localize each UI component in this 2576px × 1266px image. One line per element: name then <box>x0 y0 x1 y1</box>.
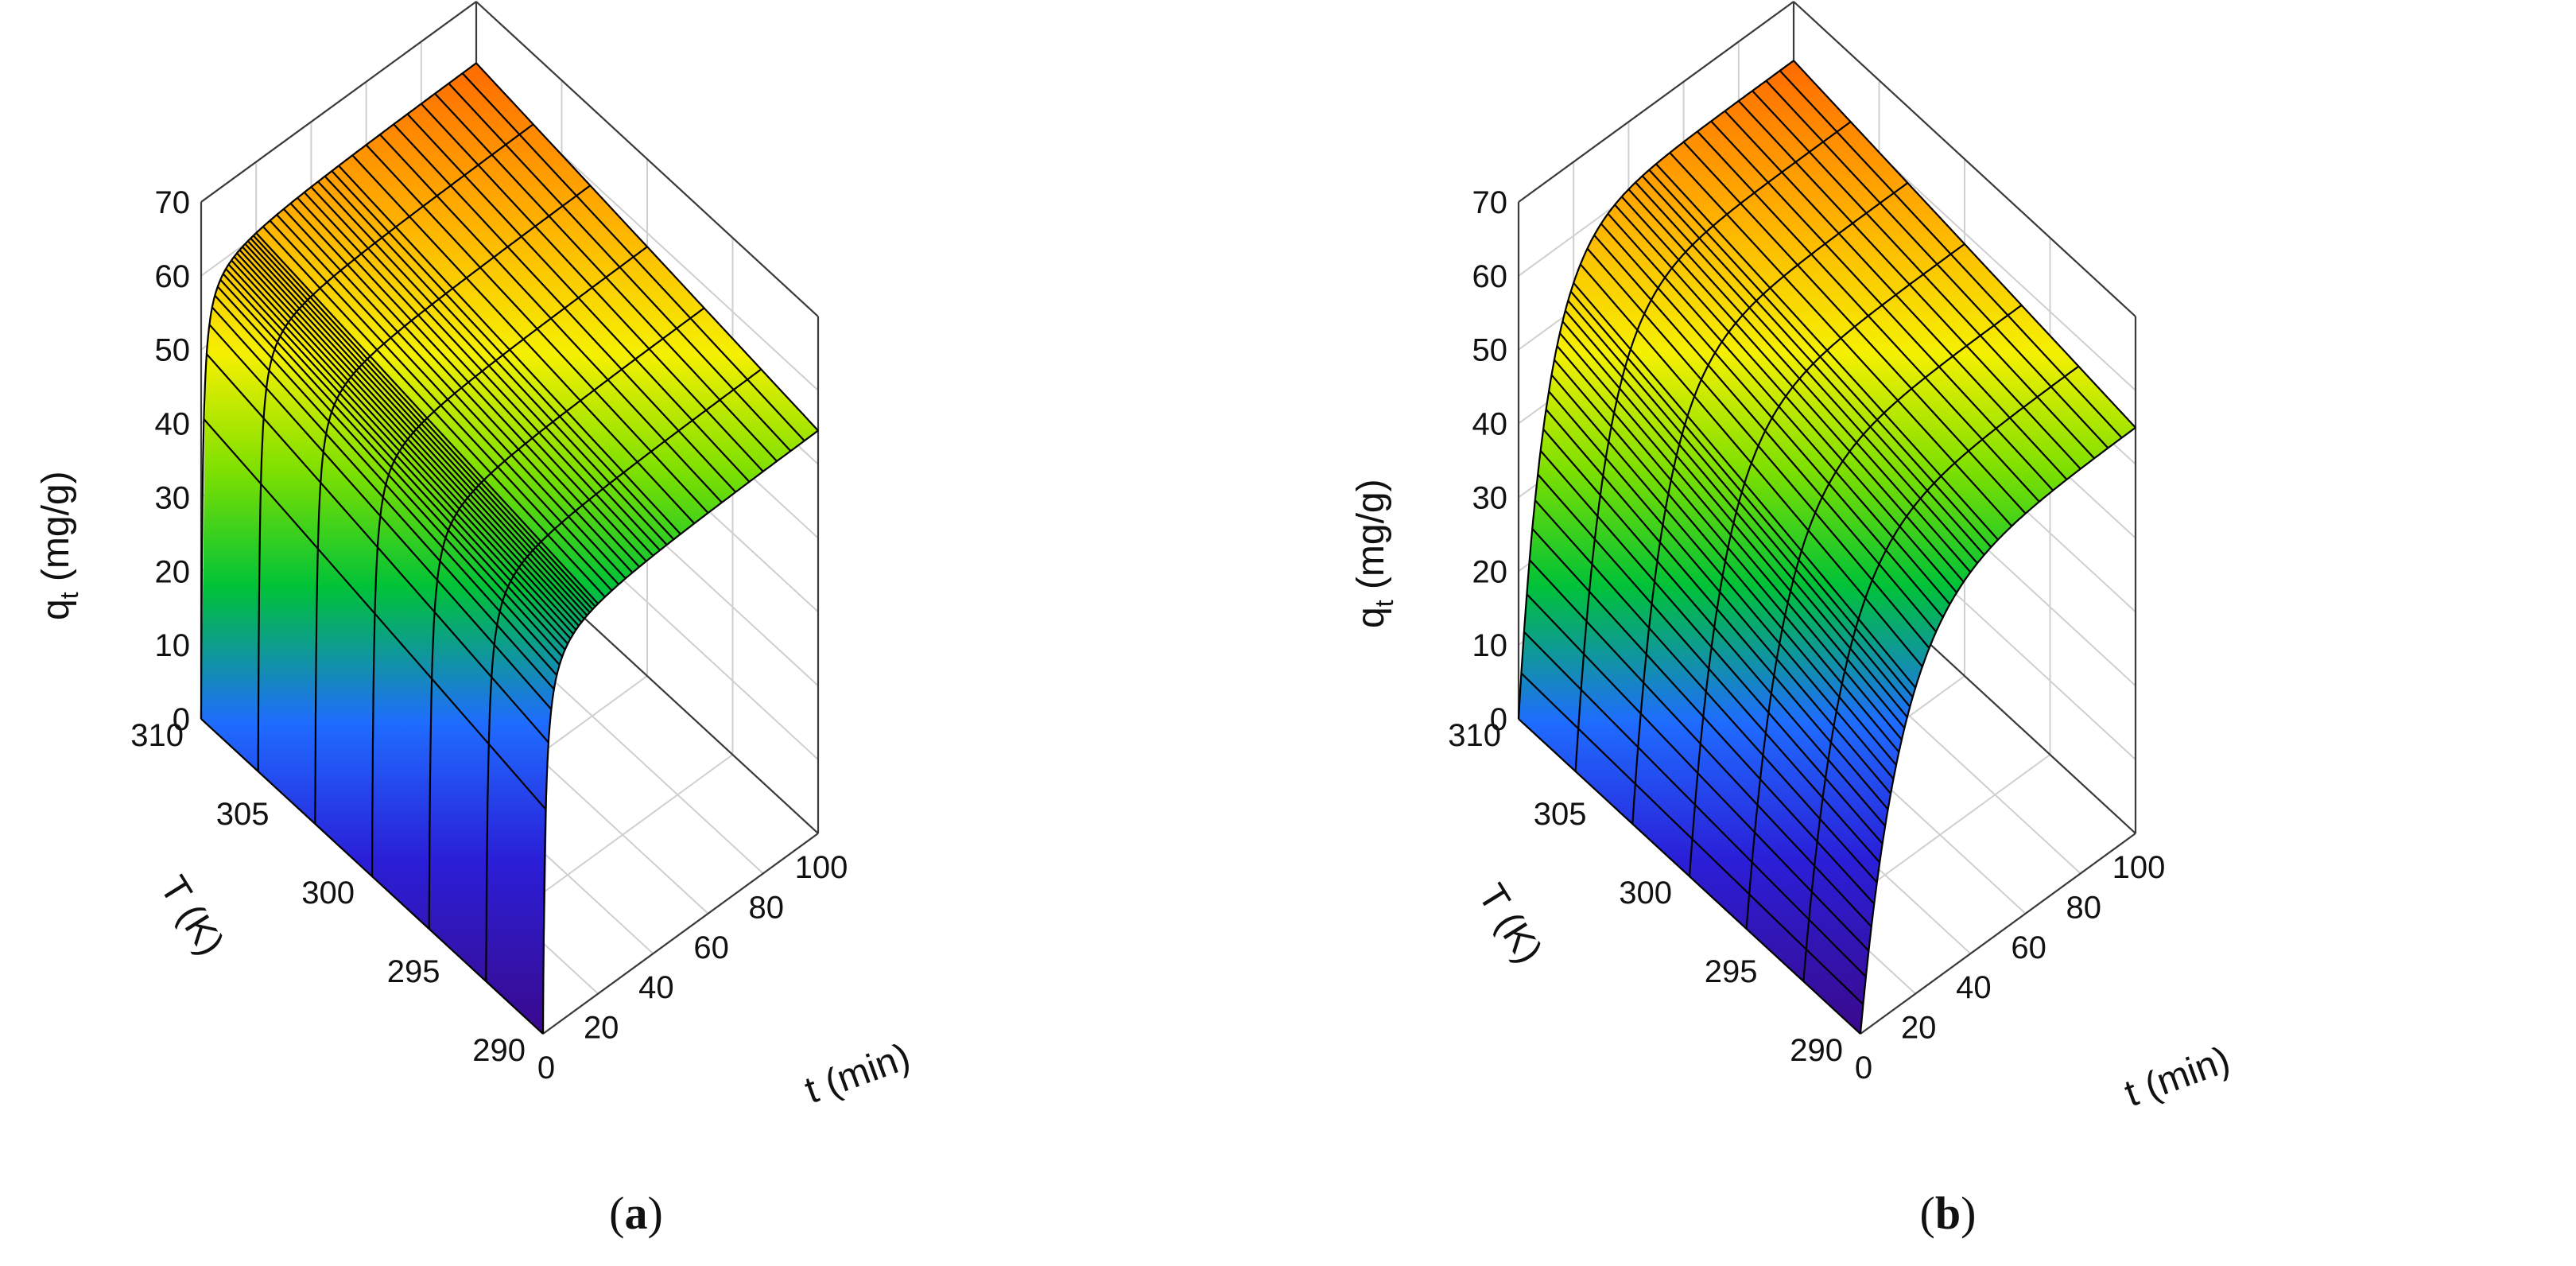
z-tick-label: 20 <box>155 554 191 589</box>
x-tick-label: 80 <box>2066 890 2102 925</box>
x-tick-label: 20 <box>1901 1011 1937 1046</box>
axis-frame-edge <box>1518 1 1794 203</box>
z-tick-label: 60 <box>1472 259 1508 294</box>
wire-T <box>541 429 819 1035</box>
z-tick-label: 70 <box>1472 185 1508 220</box>
z-axis-ticks: 0 10 20 30 40 50 60 70 <box>155 185 191 737</box>
x-tick-label: 60 <box>693 930 729 965</box>
wire-T <box>1517 60 1794 720</box>
x-axis-label: t (min) <box>800 1035 916 1112</box>
wire-T <box>1859 426 2136 1035</box>
axis-frame-edge <box>542 833 819 1035</box>
panel-b: 0 10 20 30 40 50 60 70 310 305 300 295 290 0 20 40 60 8… <box>1350 0 2236 1239</box>
z-axis-ticks: 0 10 20 30 40 50 60 70 <box>1472 185 1508 737</box>
y-axis-ticks: 310 305 300 295 290 <box>1448 718 1843 1068</box>
z-tick-label: 20 <box>1472 554 1508 589</box>
y-tick-label: 290 <box>1790 1033 1843 1068</box>
axis-frame-edge <box>200 1 477 203</box>
panel-a: 0 10 20 30 40 50 60 70 310 305 300 295 290 0 20 40 60 8… <box>35 0 916 1239</box>
surface-plot <box>1519 60 2136 1034</box>
y-axis-label: T (K) <box>152 869 232 963</box>
panel-label-b: (b) <box>1920 1187 1977 1239</box>
z-tick-label: 0 <box>1490 702 1507 737</box>
wire-T <box>370 246 648 877</box>
axis-frame-edge <box>475 1 819 317</box>
z-tick-label: 10 <box>1472 628 1508 663</box>
y-tick-label: 305 <box>1534 797 1587 832</box>
wire-T <box>1688 243 1965 877</box>
x-tick-label: 20 <box>584 1011 619 1046</box>
z-tick-label: 50 <box>155 333 191 368</box>
panel-label-a: (a) <box>609 1187 663 1239</box>
x-tick-label: 40 <box>638 970 674 1005</box>
z-tick-label: 40 <box>155 407 191 442</box>
x-tick-label: 40 <box>1956 970 1992 1005</box>
y-tick-label: 290 <box>472 1033 526 1068</box>
x-tick-label: 0 <box>537 1050 555 1085</box>
z-axis-label: qt (mg/g) <box>1350 479 1399 628</box>
x-axis-ticks: 0 20 40 60 80 100 <box>1855 850 2166 1085</box>
axis-frame-edge <box>1860 833 2136 1035</box>
wire-T <box>200 62 477 720</box>
y-tick-label: 305 <box>216 797 270 832</box>
x-tick-label: 60 <box>2011 930 2046 965</box>
z-tick-label: 30 <box>1472 480 1508 515</box>
x-tick-label: 80 <box>749 890 785 925</box>
wire-T <box>485 368 762 982</box>
axis-frame-edge <box>1793 1 2136 317</box>
z-tick-label: 70 <box>155 185 191 220</box>
surface-wireframe <box>200 62 819 1035</box>
y-tick-label: 295 <box>1705 954 1758 989</box>
z-tick-label: 0 <box>173 702 190 737</box>
wire-T <box>257 123 534 771</box>
wire-T <box>1574 121 1852 771</box>
y-tick-label: 295 <box>387 954 440 989</box>
wire-T <box>1745 304 2023 929</box>
wire-T <box>428 307 705 929</box>
surface-plot <box>201 63 818 1034</box>
wire-T <box>314 184 591 825</box>
x-axis-ticks: 0 20 40 60 80 100 <box>537 850 848 1085</box>
z-tick-label: 10 <box>155 628 191 663</box>
y-axis-label: T (K) <box>1470 877 1550 971</box>
x-tick-label: 0 <box>1855 1050 1872 1085</box>
y-tick-label: 310 <box>1448 718 1501 753</box>
z-tick-label: 60 <box>155 259 191 294</box>
surface-area <box>201 63 818 1034</box>
x-tick-label: 100 <box>2112 850 2166 885</box>
z-tick-label: 50 <box>1472 333 1508 368</box>
y-tick-label: 300 <box>1619 876 1672 911</box>
surface-area <box>1519 60 2136 1034</box>
z-tick-label: 30 <box>155 480 191 515</box>
y-tick-label: 310 <box>130 718 184 753</box>
z-tick-label: 40 <box>1472 407 1508 442</box>
z-axis-label: qt (mg/g) <box>35 471 83 620</box>
x-tick-label: 100 <box>795 850 848 885</box>
surface-wireframe <box>1517 60 2136 1035</box>
wire-T <box>1631 182 1908 825</box>
y-tick-label: 300 <box>301 876 355 911</box>
x-axis-label: t (min) <box>2120 1039 2236 1115</box>
wire-T <box>1802 365 2079 982</box>
y-axis-ticks: 310 305 300 295 290 <box>130 718 526 1068</box>
